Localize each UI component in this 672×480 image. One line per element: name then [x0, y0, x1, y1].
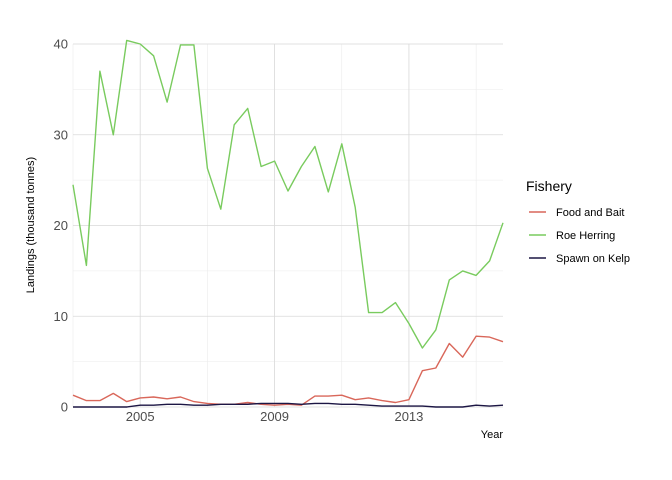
legend-item-food-and-bait: Food and Bait: [529, 207, 625, 219]
series-line-roe-herring: [72, 39, 504, 349]
legend-item-roe-herring: Roe Herring: [529, 230, 615, 242]
legend-label: Roe Herring: [556, 230, 615, 242]
legend-label: Spawn on Kelp: [556, 253, 630, 265]
legend-items: Food and Bait Roe Herring Spawn on Kelp: [529, 207, 630, 265]
series-line-food-and-bait: [72, 335, 504, 406]
x-tick-labels: 2005 2009 2013: [126, 409, 424, 424]
x-tick-label: 2013: [394, 409, 423, 424]
legend-item-spawn-on-kelp: Spawn on Kelp: [529, 253, 630, 265]
x-tick-label: 2005: [126, 409, 155, 424]
y-tick-label: 20: [54, 218, 68, 233]
legend-label: Food and Bait: [556, 207, 625, 219]
y-axis-title: Landings (thousand tonnes): [25, 157, 37, 293]
y-tick-label: 0: [61, 400, 68, 415]
y-tick-labels: 0 10 20 30 40: [54, 37, 68, 415]
legend-title: Fishery: [526, 178, 572, 194]
x-axis-title: Year: [481, 429, 504, 441]
legend: Fishery Food and Bait Roe Herring Spawn on…: [526, 178, 630, 265]
x-tick-label: 2009: [260, 409, 289, 424]
grid-major: [73, 43, 503, 408]
y-tick-label: 30: [54, 127, 68, 142]
y-tick-label: 10: [54, 309, 68, 324]
series-line-spawn-on-kelp: [73, 402, 504, 408]
y-tick-label: 40: [54, 37, 68, 52]
series-lines: [72, 39, 504, 408]
